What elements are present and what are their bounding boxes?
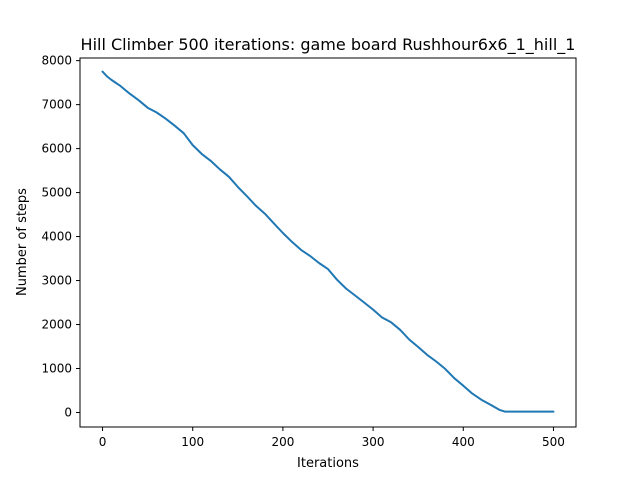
y-tick-label: 2000 bbox=[41, 318, 72, 332]
y-tick-label: 5000 bbox=[41, 186, 72, 200]
y-tick-label: 3000 bbox=[41, 274, 72, 288]
plot-series bbox=[101, 70, 555, 413]
x-tick-label: 200 bbox=[271, 435, 294, 449]
x-tick-label: 400 bbox=[452, 435, 475, 449]
ticks: 0 100 200 300 400 500010002000300040005000600… bbox=[41, 54, 564, 449]
x-axis-label: Iterations bbox=[297, 456, 359, 471]
y-tick-label: 4000 bbox=[41, 230, 72, 244]
x-tick-label: 0 bbox=[99, 435, 107, 449]
series-line bbox=[101, 70, 555, 413]
y-tick-label: 0 bbox=[64, 405, 72, 419]
y-tick-label: 7000 bbox=[41, 98, 72, 112]
y-tick-label: 1000 bbox=[41, 362, 72, 376]
y-tick-label: 6000 bbox=[41, 142, 72, 156]
chart-title: Hill Climber 500 iterations: game board … bbox=[81, 35, 576, 55]
x-tick-label: 300 bbox=[362, 435, 385, 449]
plot-frame bbox=[79, 57, 577, 428]
x-tick-label: 500 bbox=[542, 435, 565, 449]
y-axis-label: Number of steps bbox=[15, 188, 30, 296]
y-tick-label: 8000 bbox=[41, 54, 72, 68]
x-tick-label: 100 bbox=[181, 435, 204, 449]
